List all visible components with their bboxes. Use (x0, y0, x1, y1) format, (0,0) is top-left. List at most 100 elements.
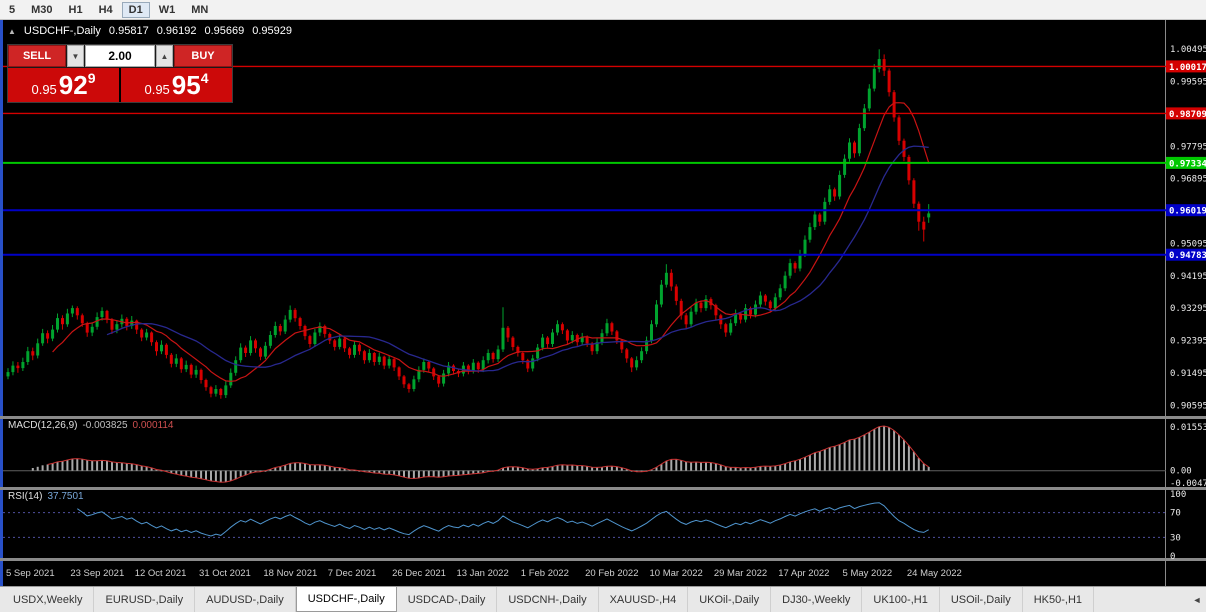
timeframe-toolbar: 5 M30 H1 H4 D1 W1 MN (0, 0, 1206, 20)
date-axis-label: 26 Dec 2021 (392, 568, 446, 579)
rsi-axis-tick: 70 (1170, 509, 1181, 519)
rsi-axis-tick: 30 (1170, 533, 1181, 543)
timeframe-button-5[interactable]: 5 (9, 3, 16, 16)
sell-button[interactable]: SELL (8, 45, 66, 67)
date-axis-label: 23 Sep 2021 (70, 568, 124, 579)
macd-axis-max: 0.015534 (1170, 423, 1206, 433)
svg-text:0.94783: 0.94783 (1169, 251, 1206, 261)
tab-dj30-weekly[interactable]: DJ30-,Weekly (771, 587, 863, 612)
timeframe-button-D1[interactable]: D1 (121, 1, 150, 18)
macd-indicator-label: MACD(12,26,9) -0.003825 0.000114 (8, 420, 173, 431)
date-axis-label: 12 Oct 2021 (135, 568, 187, 579)
price-axis-tick: 0.96895 (1170, 175, 1206, 185)
macd-main-value: -0.003825 (82, 420, 128, 431)
date-axis-label: 31 Oct 2021 (199, 568, 251, 579)
macd-histogram (31, 426, 930, 483)
rsi-line (77, 502, 929, 537)
one-click-trading-panel: SELL ▼ 2.00 ▲ BUY 0.95 92 9 0.95 95 4 (7, 44, 233, 103)
timeframe-button-M30[interactable]: M30 (31, 3, 53, 16)
tab-usoil-daily[interactable]: USOil-,Daily (940, 587, 1023, 612)
timeframe-button-W1[interactable]: W1 (158, 3, 176, 16)
level-price-label (1166, 248, 1206, 261)
price-axis-tick: 1.00495 (1170, 45, 1206, 55)
date-axis-label: 24 May 2022 (907, 568, 962, 579)
ma-fast-line (52, 102, 930, 382)
chart-tab-bar: USDX,Weekly EURUSD-,Daily AUDUSD-,Daily USD… (0, 586, 1206, 612)
price-axis-tick: 0.94195 (1170, 272, 1206, 282)
quote-high: 0.96192 (156, 25, 197, 37)
level-price-label (1166, 107, 1206, 120)
price-axis-tick: 0.92395 (1170, 337, 1206, 347)
tab-eurusd-daily[interactable]: EURUSD-,Daily (94, 587, 196, 612)
rsi-axis-tick: 100 (1170, 490, 1186, 500)
date-axis-label: 1 Feb 2022 (521, 568, 569, 579)
bid-prefix: 0.95 (31, 81, 57, 97)
tab-scroll-left-button[interactable]: ◄ (1189, 587, 1205, 612)
level-price-label (1166, 204, 1206, 217)
macd-name: MACD(12,26,9) (8, 420, 78, 431)
price-axis-tick: 0.97795 (1170, 142, 1206, 152)
svg-text:1.00017: 1.00017 (1169, 63, 1206, 73)
macd-signal-value: 0.000114 (132, 420, 174, 431)
panel-splitter[interactable] (0, 558, 1206, 561)
quote-low: 0.95669 (204, 25, 245, 37)
trade-prices-row: 0.95 92 9 0.95 95 4 (8, 68, 232, 102)
macd-signal-line (47, 425, 929, 483)
rsi-value: 37.7501 (47, 491, 84, 502)
chart-window-icon: ▲ (8, 26, 16, 36)
tab-hk50-h1[interactable]: HK50-,H1 (1023, 587, 1095, 612)
buy-button[interactable]: BUY (174, 45, 232, 67)
tab-usdx-weekly[interactable]: USDX,Weekly (2, 587, 95, 612)
ma-slow-line (106, 145, 929, 372)
tab-audusd-daily[interactable]: AUDUSD-,Daily (195, 587, 296, 612)
date-axis-label: 10 Mar 2022 (650, 568, 703, 579)
macd-axis-zero: 0.00 (1170, 467, 1192, 477)
trade-buttons-row: SELL ▼ 2.00 ▲ BUY (8, 45, 232, 67)
tab-usdcnh-daily[interactable]: USDCNH-,Daily (497, 587, 599, 612)
ask-big-digits: 95 (171, 70, 201, 100)
svg-text:0.96019: 0.96019 (1169, 207, 1206, 217)
bid-pip-digit: 9 (87, 70, 96, 86)
timeframe-button-MN[interactable]: MN (191, 3, 209, 16)
tab-ukoil-daily[interactable]: UKOil-,Daily (688, 587, 772, 612)
tab-usdchf-daily[interactable]: USDCHF-,Daily (295, 587, 397, 612)
volume-input[interactable]: 2.00 (85, 45, 155, 67)
level-price-label (1166, 60, 1206, 73)
price-axis-tick: 0.91495 (1170, 369, 1206, 379)
rsi-axis-tick: 0 (1170, 552, 1175, 562)
chart-window-left-border (0, 20, 3, 586)
timeframe-button-H4[interactable]: H4 (98, 3, 113, 16)
date-axis-label: 18 Nov 2021 (263, 568, 317, 579)
rsi-name: RSI(14) (8, 491, 43, 502)
date-axis-label: 7 Dec 2021 (328, 568, 377, 579)
price-axis-tick: 0.99595 (1170, 78, 1206, 88)
date-axis-label: 20 Feb 2022 (585, 568, 638, 579)
price-axis-tick: 0.93295 (1170, 304, 1206, 314)
tab-uk100-h1[interactable]: UK100-,H1 (862, 587, 940, 612)
price-axis-tick: 0.95095 (1170, 239, 1206, 249)
panel-splitter[interactable] (0, 487, 1206, 490)
panel-splitter[interactable] (0, 416, 1206, 419)
date-axis-label: 13 Jan 2022 (456, 568, 508, 579)
volume-decrease-button[interactable]: ▼ (67, 45, 84, 67)
macd-axis-min: -0.00474 (1170, 479, 1206, 489)
symbol-name: USDCHF-,Daily (23, 25, 101, 37)
chart-symbol-header: ▲ USDCHF-,Daily 0.95817 0.96192 0.95669 … (8, 25, 292, 37)
ask-prefix: 0.95 (144, 81, 170, 97)
date-axis-label: 29 Mar 2022 (714, 568, 767, 579)
price-axis-tick: 0.90595 (1170, 401, 1206, 411)
ask-price-display[interactable]: 0.95 95 4 (121, 68, 232, 102)
date-axis-label: 5 Sep 2021 (6, 568, 55, 579)
tab-usdcad-daily[interactable]: USDCAD-,Daily (397, 587, 498, 612)
date-axis-label: 5 May 2022 (843, 568, 893, 579)
level-price-label (1166, 156, 1206, 169)
bid-price-display[interactable]: 0.95 92 9 (8, 68, 119, 102)
ask-pip-digit: 4 (200, 70, 209, 86)
bid-big-digits: 92 (58, 70, 88, 100)
timeframe-button-H1[interactable]: H1 (68, 3, 83, 16)
volume-increase-button[interactable]: ▲ (156, 45, 173, 67)
tab-xauusd-h4[interactable]: XAUUSD-,H4 (599, 587, 689, 612)
date-axis-label: 17 Apr 2022 (778, 568, 829, 579)
